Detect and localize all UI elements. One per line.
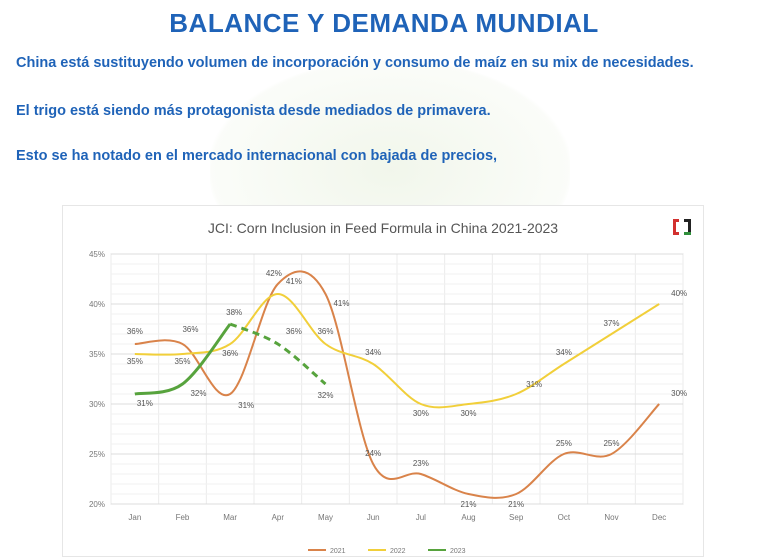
text-line-2: El trigo está siendo más protagonista de… bbox=[16, 103, 491, 119]
y-tick-label: 25% bbox=[89, 450, 105, 459]
data-label: 31% bbox=[526, 380, 542, 389]
data-label: 23% bbox=[413, 459, 429, 468]
data-label: 38% bbox=[226, 308, 242, 317]
data-label: 35% bbox=[127, 357, 143, 366]
x-tick-label: Aug bbox=[461, 513, 475, 522]
text-line-1: China está sustituyendo volumen de incor… bbox=[16, 55, 694, 71]
y-tick-label: 35% bbox=[89, 350, 105, 359]
data-label: 32% bbox=[190, 389, 206, 398]
data-label: 30% bbox=[671, 389, 687, 398]
y-tick-label: 30% bbox=[89, 400, 105, 409]
series-line-2023 bbox=[134, 323, 232, 396]
data-label: 25% bbox=[556, 439, 572, 448]
data-label: 31% bbox=[238, 401, 254, 410]
data-label: 34% bbox=[365, 348, 381, 357]
data-label: 36% bbox=[286, 327, 302, 336]
x-tick-label: Apr bbox=[272, 513, 285, 522]
legend-label-2021: 2021 bbox=[330, 548, 346, 555]
data-label: 34% bbox=[556, 348, 572, 357]
data-label: 32% bbox=[317, 391, 333, 400]
data-label: 36% bbox=[182, 325, 198, 334]
data-label: 24% bbox=[365, 449, 381, 458]
x-tick-label: May bbox=[318, 513, 333, 522]
data-label: 36% bbox=[317, 327, 333, 336]
data-label: 31% bbox=[137, 399, 153, 408]
page-title: BALANCE Y DEMANDA MUNDIAL bbox=[169, 8, 599, 38]
data-label: 37% bbox=[603, 319, 619, 328]
x-tick-label: Sep bbox=[509, 513, 524, 522]
y-tick-label: 40% bbox=[89, 300, 105, 309]
x-tick-label: Jul bbox=[416, 513, 426, 522]
legend-label-2022: 2022 bbox=[390, 548, 406, 555]
data-label: 41% bbox=[286, 277, 302, 286]
data-label: 25% bbox=[603, 439, 619, 448]
y-tick-label: 45% bbox=[89, 250, 105, 259]
x-tick-label: Dec bbox=[652, 513, 666, 522]
chart-title: JCI: Corn Inclusion in Feed Formula in C… bbox=[207, 220, 559, 236]
x-tick-label: Oct bbox=[558, 513, 571, 522]
data-label: 36% bbox=[222, 349, 238, 358]
jci-logo-icon bbox=[673, 219, 691, 235]
data-label: 35% bbox=[174, 357, 190, 366]
data-label: 41% bbox=[333, 299, 349, 308]
data-label: 40% bbox=[671, 289, 687, 298]
x-tick-label: Jun bbox=[367, 513, 380, 522]
legend-label-2023: 2023 bbox=[450, 548, 466, 555]
x-tick-label: Jan bbox=[128, 513, 141, 522]
y-tick-label: 20% bbox=[89, 500, 105, 509]
text-line-3: Esto se ha notado en el mercado internac… bbox=[16, 148, 498, 164]
data-label: 36% bbox=[127, 327, 143, 336]
data-label: 21% bbox=[460, 500, 476, 509]
data-label: 30% bbox=[460, 409, 476, 418]
data-label: 30% bbox=[413, 409, 429, 418]
data-label: 21% bbox=[508, 500, 524, 509]
series-line-2023-projection bbox=[229, 322, 327, 386]
x-tick-label: Nov bbox=[604, 513, 618, 522]
x-tick-label: Mar bbox=[223, 513, 237, 522]
line-chart: 20% 25% 30% 35% 40% 45% Jan Feb Mar Apr May Jun Jul A… bbox=[89, 250, 687, 555]
series-line-2021 bbox=[134, 270, 660, 499]
x-tick-label: Feb bbox=[176, 513, 190, 522]
chart-card: JCI: Corn Inclusion in Feed Formula in C… bbox=[62, 205, 704, 557]
series-line-2022 bbox=[134, 292, 660, 409]
data-label: 42% bbox=[266, 269, 282, 278]
